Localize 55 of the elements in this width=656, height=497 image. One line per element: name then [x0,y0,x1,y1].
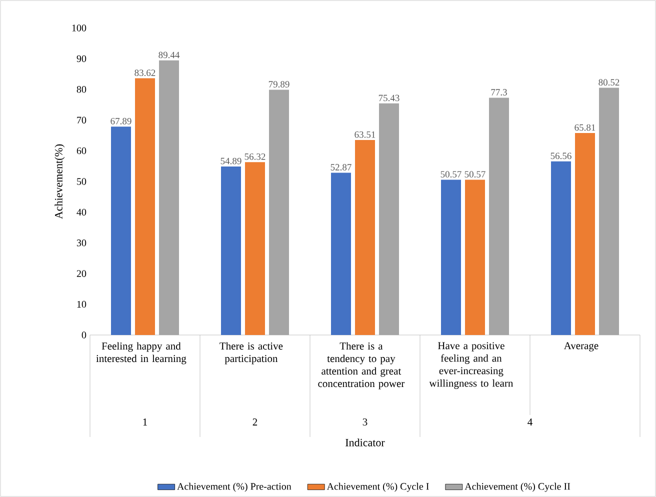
bar [331,172,351,335]
bar [379,103,399,335]
data-label: 56.56 [550,152,572,160]
data-label: 54.89 [220,158,242,164]
y-tick-label: 80 [76,86,86,93]
y-tick-label: 70 [77,116,86,124]
x-tick-label: Average [564,342,598,352]
data-label: 89.44 [158,52,180,58]
legend-label: Achievement (%) Cycle I [326,482,429,492]
text: 2 [252,418,258,426]
data-label: 50.57 [464,171,486,178]
bar [159,60,179,335]
data-label: 80.52 [598,79,620,86]
bar [465,180,485,335]
x-tick-label: Feeling happy and interested in learning [96,342,186,364]
bar [355,140,375,335]
y-tick-label: 0 [82,332,86,338]
bar [245,162,265,335]
bar [135,78,155,335]
bar [111,126,131,335]
data-label: 63.51 [354,131,376,138]
data-label: 65.81 [574,124,596,131]
data-label: 77.3 [491,89,507,96]
y-tick-label: 50 [77,178,86,185]
legend-label: Achievement (%) Pre-action [177,482,292,492]
data-label: 67.89 [110,118,132,124]
y-tick-label: 100 [72,24,86,32]
bar [489,98,509,335]
y-tick-label: 90 [76,55,86,62]
y-axis-title: Achievement(%) [54,144,65,219]
bar [441,180,461,335]
y-tick-label: 40 [76,208,86,216]
x-axis-title: Indicator [346,438,385,446]
bar [575,132,595,335]
y-tick-label: 10 [77,300,86,308]
text: 3 [362,418,368,426]
data-label: 79.89 [268,81,290,88]
bar [551,161,571,335]
text: 4 [528,418,532,426]
data-label: 75.43 [378,94,400,102]
bar [599,88,619,335]
data-label: 56.32 [244,153,266,160]
legend-label: Achievement (%) Cycle II [464,482,570,492]
y-tick-label: 30 [76,240,86,246]
x-tick-label: There is active participation [220,342,283,364]
x-tick-label: Have a positive feeling and an ever-increasing willingness to learn [429,342,514,389]
data-label: 83.62 [134,70,156,76]
y-tick-label: 60 [76,147,86,154]
text: 1 [143,418,147,426]
data-label: 50.57 [440,171,462,178]
bar [221,166,241,335]
data-label: 52.87 [330,164,352,170]
x-tick-label: There is a tendency to pay attention and great concentration power [318,342,405,390]
bar [269,90,289,335]
y-tick-label: 20 [76,270,86,277]
